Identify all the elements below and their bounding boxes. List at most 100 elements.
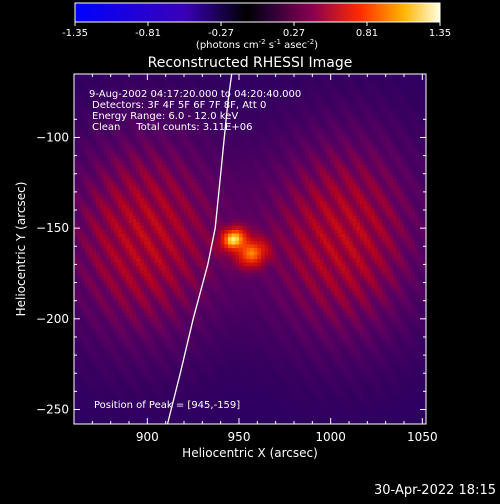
heatmap-cell xyxy=(92,136,96,140)
heatmap-cell xyxy=(290,161,294,165)
heatmap-cell xyxy=(114,205,118,209)
heatmap-cell xyxy=(312,186,316,190)
heatmap-cell xyxy=(375,219,379,223)
heatmap-cell xyxy=(118,165,122,169)
heatmap-cell xyxy=(136,255,140,259)
heatmap-cell xyxy=(419,161,423,165)
heatmap-cell xyxy=(257,244,261,248)
heatmap-cell xyxy=(136,234,140,238)
heatmap-cell xyxy=(279,150,283,154)
heatmap-cell xyxy=(188,205,192,209)
heatmap-cell xyxy=(349,183,353,187)
heatmap-cell xyxy=(195,157,199,161)
heatmap-cell xyxy=(166,190,170,194)
heatmap-cell xyxy=(404,201,408,205)
heatmap-cell xyxy=(382,128,386,132)
heatmap-cell xyxy=(151,74,155,78)
heatmap-cell xyxy=(265,139,269,143)
heatmap-cell xyxy=(151,259,155,263)
heatmap-cell xyxy=(334,208,338,212)
heatmap-cell xyxy=(250,201,254,205)
heatmap-cell xyxy=(162,139,166,143)
heatmap-cell xyxy=(298,255,302,259)
heatmap-cell xyxy=(173,244,177,248)
heatmap-cell xyxy=(129,197,133,201)
heatmap-cell xyxy=(316,255,320,259)
heatmap-cell xyxy=(382,121,386,125)
heatmap-cell xyxy=(375,208,379,212)
heatmap-cell xyxy=(239,172,243,176)
heatmap-cell xyxy=(371,121,375,125)
heatmap-cell xyxy=(96,237,100,241)
heatmap-cell xyxy=(265,165,269,169)
heatmap-cell xyxy=(250,186,254,190)
heatmap-cell xyxy=(272,215,276,219)
heatmap-cell xyxy=(184,183,188,187)
heatmap-cell xyxy=(276,186,280,190)
heatmap-cell xyxy=(180,186,184,190)
heatmap-cell xyxy=(393,248,397,252)
heatmap-cell xyxy=(327,121,331,125)
heatmap-cell xyxy=(188,176,192,180)
heatmap-cell xyxy=(199,78,203,82)
heatmap-cell xyxy=(268,183,272,187)
heatmap-cell xyxy=(375,230,379,234)
heatmap-cell xyxy=(177,252,181,256)
heatmap-cell xyxy=(386,147,390,151)
heatmap-cell xyxy=(404,208,408,212)
heatmap-cell xyxy=(305,157,309,161)
heatmap-cell xyxy=(118,237,122,241)
heatmap-cell xyxy=(389,128,393,132)
heatmap-cell xyxy=(89,190,93,194)
heatmap-cell xyxy=(85,121,89,125)
heatmap-cell xyxy=(122,259,126,263)
heatmap-cell xyxy=(279,107,283,111)
heatmap-cell xyxy=(114,139,118,143)
heatmap-cell xyxy=(144,223,148,227)
heatmap-cell xyxy=(129,143,133,147)
heatmap-cell xyxy=(254,186,258,190)
heatmap-cell xyxy=(389,78,393,82)
heatmap-cell xyxy=(92,237,96,241)
heatmap-cell xyxy=(206,241,210,245)
heatmap-cell xyxy=(338,168,342,172)
heatmap-cell xyxy=(96,259,100,263)
heatmap-cell xyxy=(356,252,360,256)
heatmap-cell xyxy=(232,81,236,85)
heatmap-cell xyxy=(360,255,364,259)
heatmap-cell xyxy=(107,197,111,201)
heatmap-cell xyxy=(334,234,338,238)
heatmap-cell xyxy=(312,183,316,187)
heatmap-cell xyxy=(287,110,291,114)
heatmap-cell xyxy=(206,215,210,219)
heatmap-cell xyxy=(397,176,401,180)
heatmap-cell xyxy=(364,190,368,194)
heatmap-cell xyxy=(276,110,280,114)
heatmap-cell xyxy=(397,110,401,114)
heatmap-cell xyxy=(74,223,78,227)
heatmap-cell xyxy=(155,208,159,212)
heatmap-cell xyxy=(96,248,100,252)
heatmap-cell xyxy=(81,259,85,263)
heatmap-cell xyxy=(81,110,85,114)
heatmap-cell xyxy=(213,190,217,194)
heatmap-cell xyxy=(144,212,148,216)
heatmap-cell xyxy=(305,154,309,158)
heatmap-cell xyxy=(312,197,316,201)
heatmap-cell xyxy=(378,128,382,132)
heatmap-cell xyxy=(375,139,379,143)
heatmap-cell xyxy=(92,259,96,263)
heatmap-cell xyxy=(144,147,148,151)
heatmap-cell xyxy=(155,161,159,165)
heatmap-cell xyxy=(312,81,316,85)
heatmap-cell xyxy=(217,226,221,230)
heatmap-cell xyxy=(144,201,148,205)
heatmap-cell xyxy=(254,212,258,216)
heatmap-cell xyxy=(408,132,412,136)
heatmap-cell xyxy=(386,143,390,147)
heatmap-cell xyxy=(419,85,423,89)
heatmap-cell xyxy=(272,150,276,154)
heatmap-cell xyxy=(140,237,144,241)
heatmap-cell xyxy=(224,237,228,241)
heatmap-cell xyxy=(166,136,170,140)
